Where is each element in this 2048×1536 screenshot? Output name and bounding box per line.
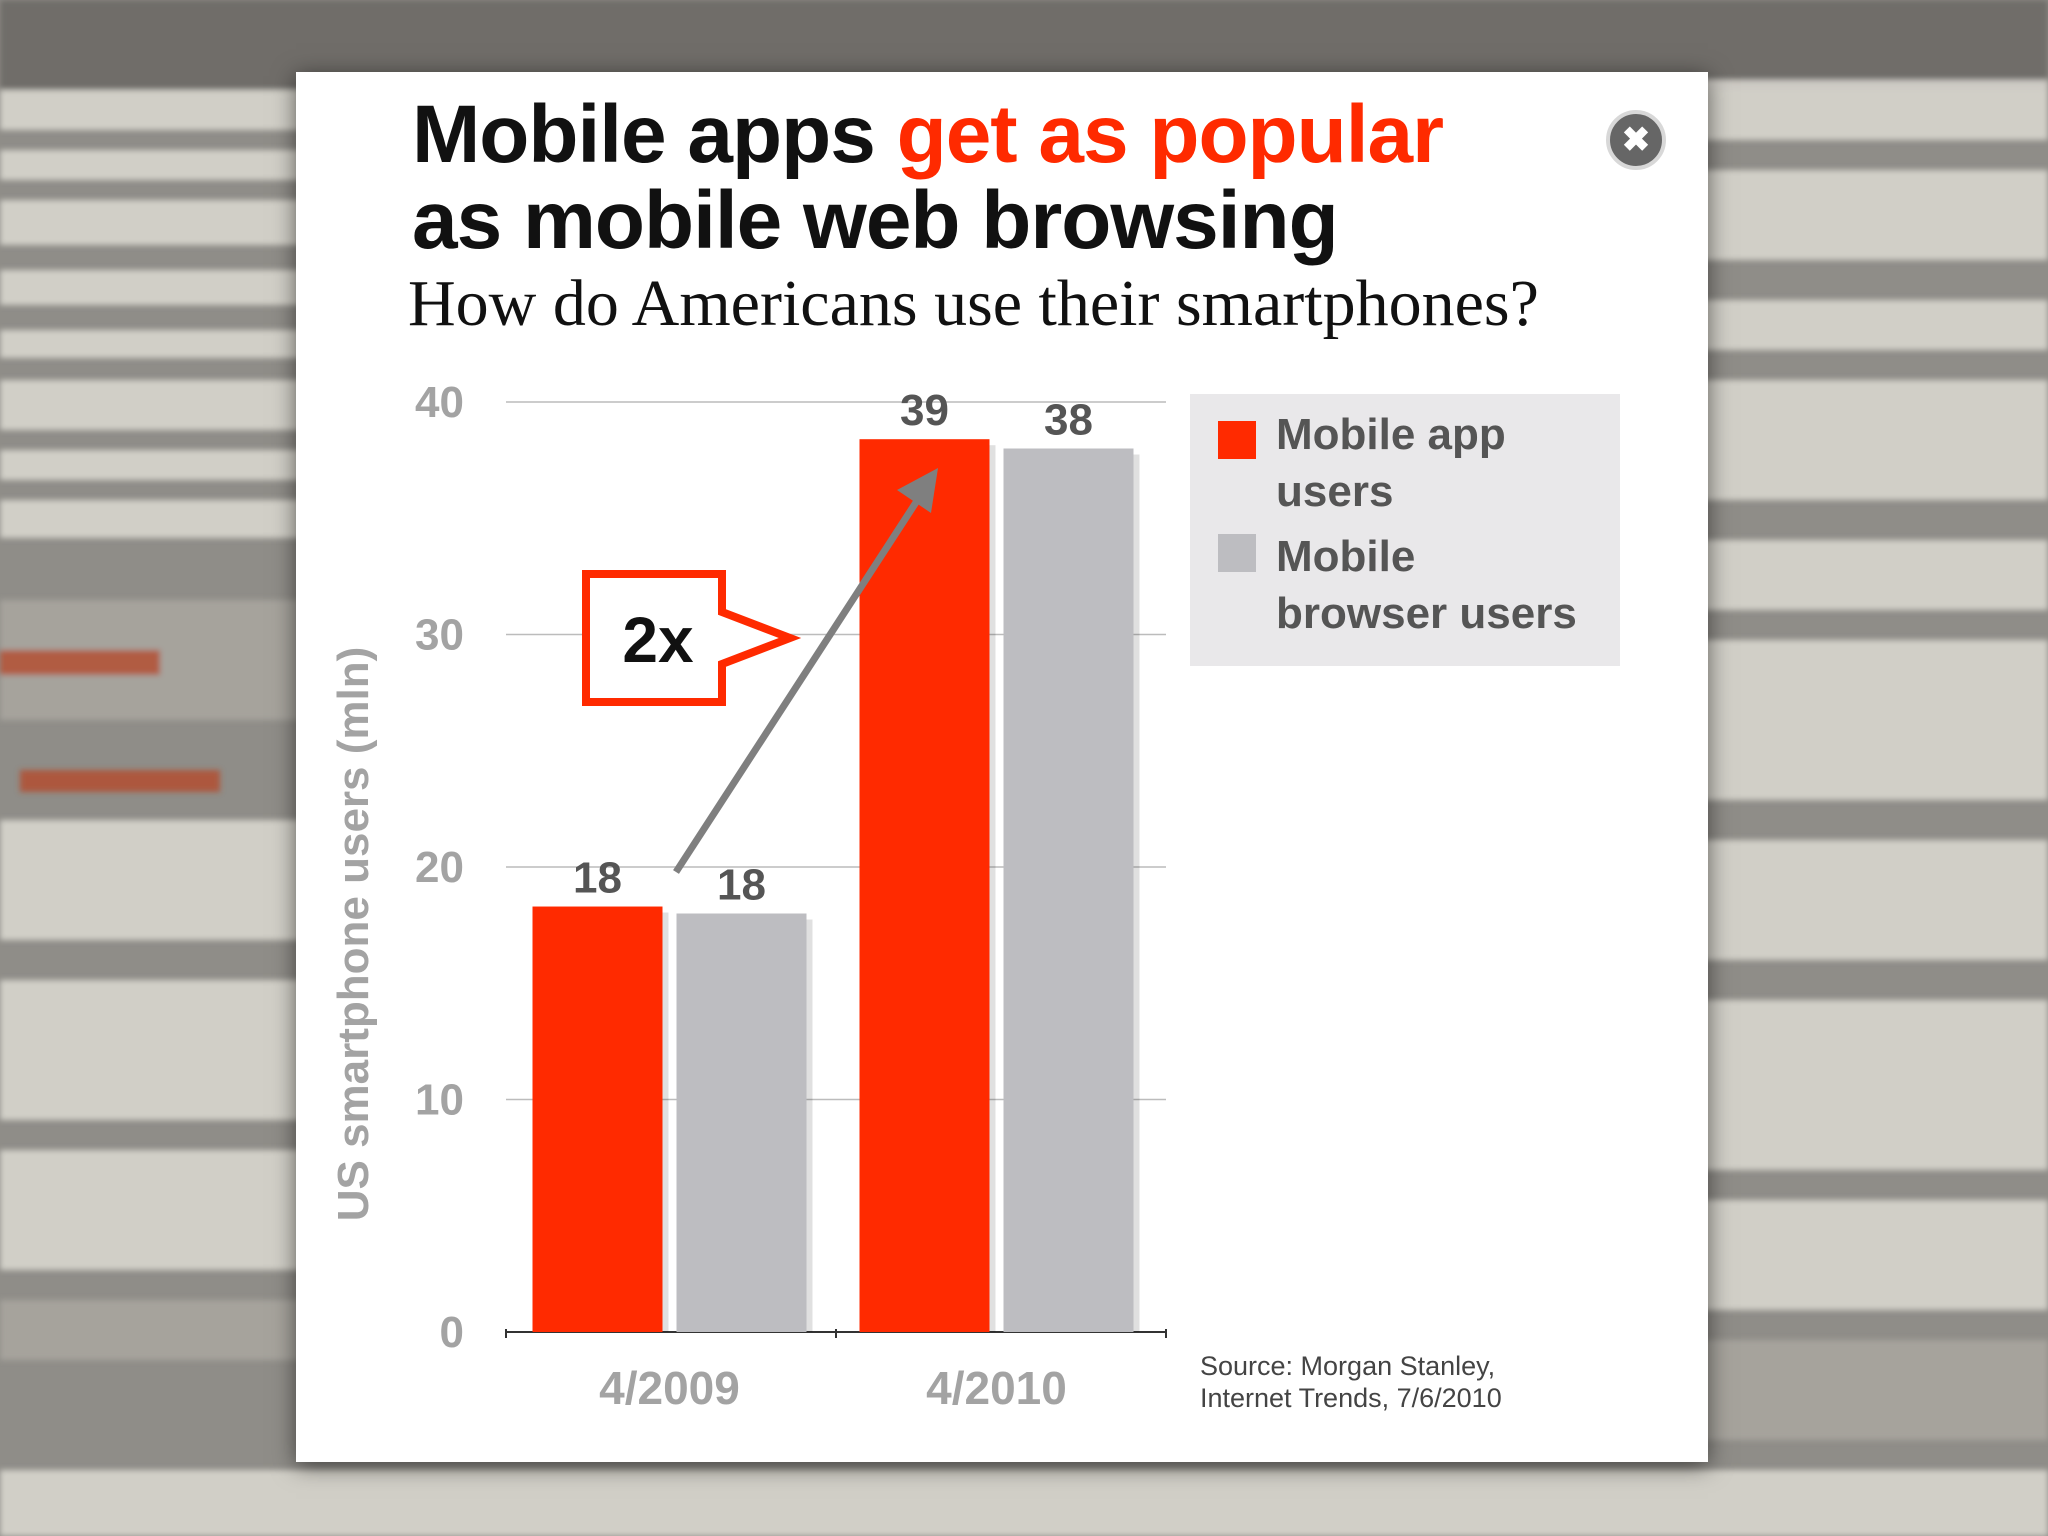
bar-app	[532, 906, 663, 1332]
bar-value-label: 18	[717, 861, 766, 910]
x-category-label: 4/2010	[926, 1362, 1067, 1414]
legend-swatch-browser	[1218, 534, 1256, 572]
title-part-1: Mobile apps	[412, 89, 897, 180]
close-button[interactable]: ✖	[1606, 110, 1666, 170]
y-axis-label: US smartphone users (mln)	[329, 647, 378, 1222]
chart-title: Mobile apps get as popular as mobile web…	[412, 92, 1562, 264]
bar-browser	[1003, 448, 1134, 1332]
y-tick-label: 30	[415, 611, 464, 660]
growth-arrow-line	[673, 488, 927, 874]
bar-browser	[676, 913, 807, 1332]
close-icon: ✖	[1621, 121, 1651, 159]
x-category-label: 4/2009	[599, 1362, 740, 1414]
source-note: Source: Morgan Stanley, Internet Trends,…	[1200, 1351, 1502, 1413]
bar-value-label: 18	[573, 854, 622, 903]
chart-subtitle: How do Americans use their smartphones?	[408, 267, 1539, 340]
chart-legend: Mobile app users Mobile browser users	[1190, 394, 1620, 666]
title-highlight: get as popular	[896, 89, 1444, 180]
y-tick-label: 0	[440, 1308, 464, 1357]
y-tick-label: 40	[415, 378, 464, 427]
bar-app	[859, 439, 990, 1332]
legend-swatch-app	[1218, 421, 1256, 459]
callout-box	[582, 570, 802, 706]
title-part-2: as mobile web browsing	[412, 175, 1339, 266]
y-tick-label: 20	[415, 843, 464, 892]
legend-label-browser: Mobile browser users	[1276, 532, 1577, 638]
chart-card: Mobile apps get as popular as mobile web…	[296, 72, 1708, 1462]
bar-chart: 0 10 20 30 40 18 18 4/2009 39 38 4/2010 US smartph…	[329, 378, 1167, 1414]
bar-value-label: 38	[1044, 396, 1093, 445]
growth-annotation: 2x	[582, 468, 938, 874]
legend-label-app: Mobile app users	[1276, 410, 1506, 516]
bar-value-label: 39	[900, 386, 949, 435]
growth-arrow-head	[897, 468, 938, 513]
y-tick-label: 10	[415, 1076, 464, 1125]
callout-label: 2x	[622, 604, 694, 676]
